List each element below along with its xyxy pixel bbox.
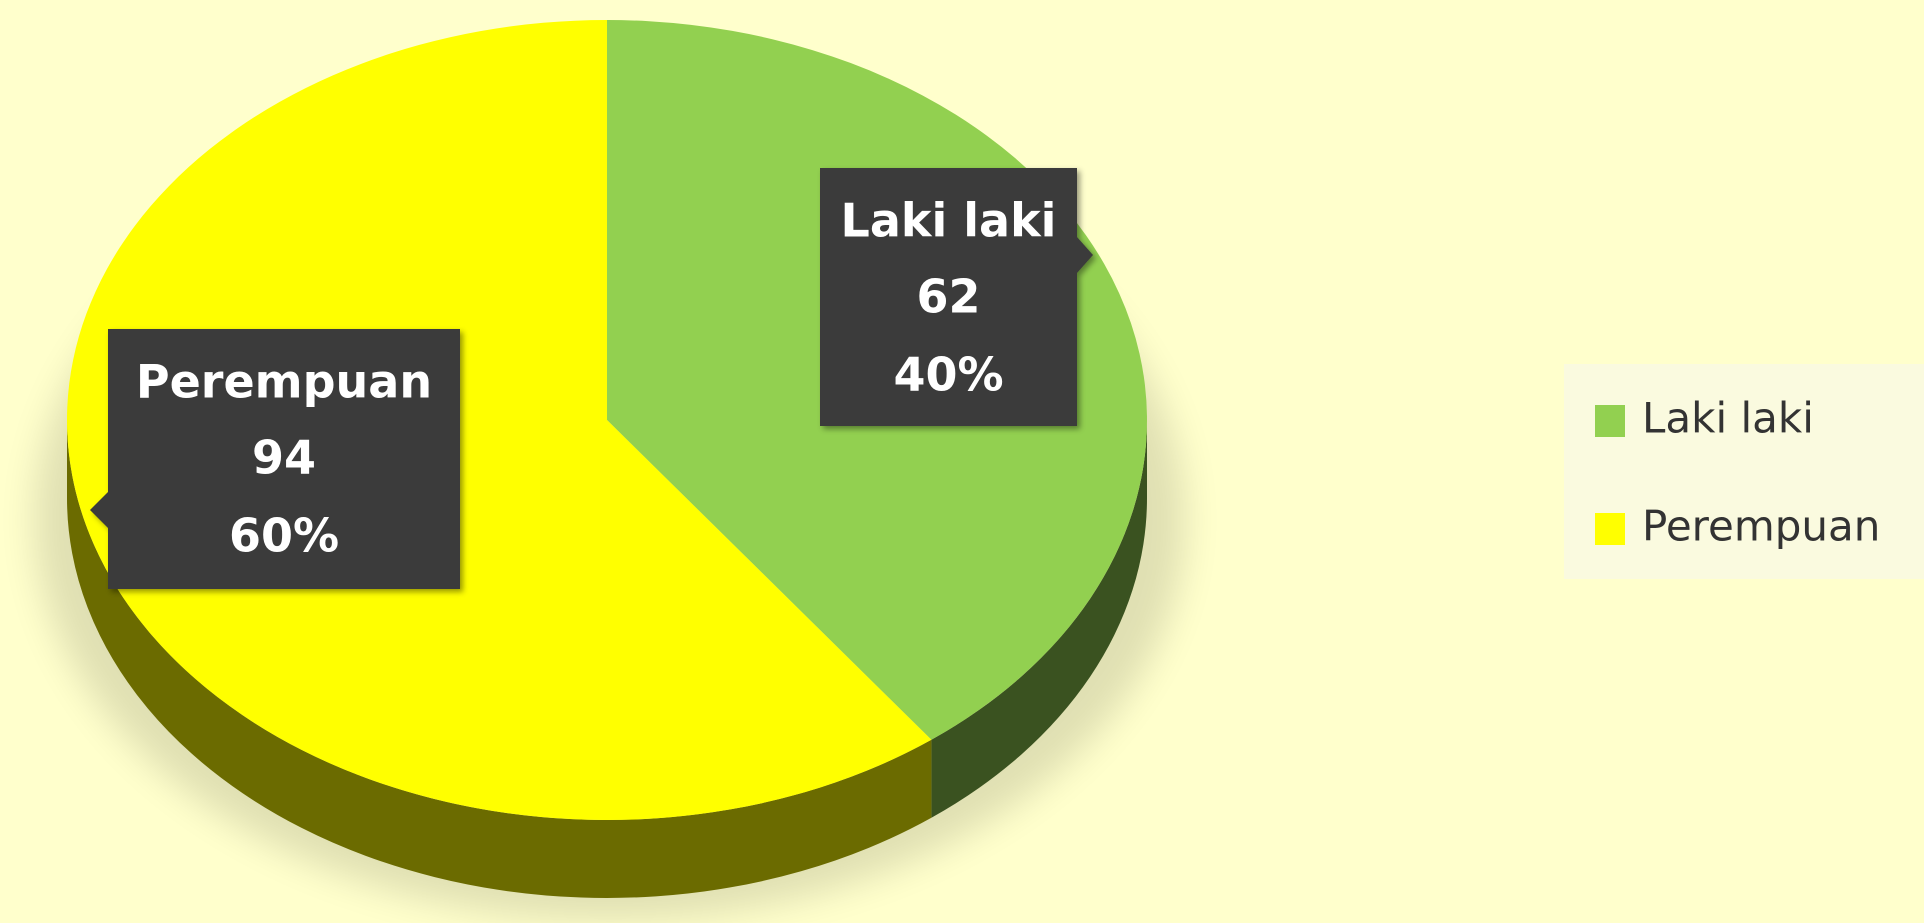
slice (66, 20, 932, 820)
legend-label: Laki laki (1642, 394, 1814, 443)
label-pointer (90, 492, 108, 528)
label-box (108, 329, 460, 589)
label-value: 62 (916, 270, 980, 324)
slice-side (931, 420, 1147, 818)
label-value: 94 (252, 431, 316, 485)
label-pointer (1077, 237, 1093, 273)
label-box (820, 168, 1077, 426)
label-percent: 60% (229, 509, 339, 563)
label-name: Perempuan (136, 355, 432, 409)
legend-swatch (1595, 405, 1625, 437)
legend-swatch (1595, 513, 1625, 545)
label-percent: 40% (893, 348, 1003, 402)
data-labels: Laki laki 62 40% Perempuan 94 60% (90, 168, 1093, 589)
slice-side (67, 420, 932, 898)
data-label: Laki laki 62 40% (820, 168, 1093, 426)
data-label: Perempuan 94 60% (90, 329, 460, 589)
label-name: Laki laki (841, 194, 1057, 248)
legend: Laki laki Perempuan (1595, 394, 1880, 551)
legend-label: Perempuan (1642, 502, 1880, 551)
